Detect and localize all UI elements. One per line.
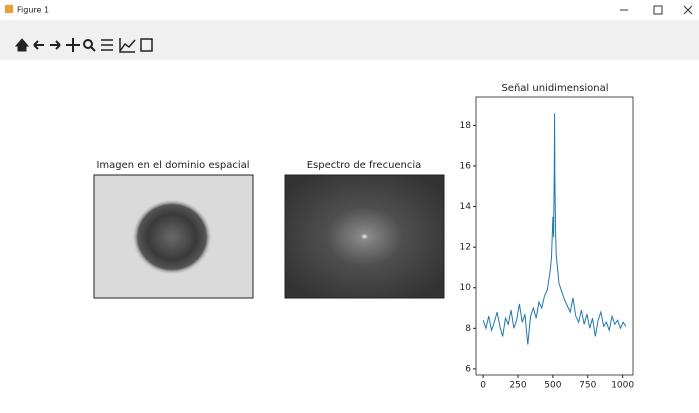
window-title: Figure 1 bbox=[17, 6, 49, 15]
y-tick-label: 12 bbox=[460, 243, 471, 253]
title-bar bbox=[0, 0, 699, 20]
y-tick-label: 10 bbox=[460, 283, 472, 293]
x-tick-label: 750 bbox=[579, 381, 596, 391]
lesion bbox=[132, 199, 212, 275]
panel-title: Imagen en el dominio espacial bbox=[96, 160, 249, 171]
x-tick-label: 500 bbox=[544, 381, 561, 391]
x-tick-label: 250 bbox=[509, 381, 526, 391]
chart-title: Señal unidimensional bbox=[501, 83, 608, 94]
spectrum-image bbox=[285, 175, 444, 298]
panel-title: Espectro de frecuencia bbox=[307, 160, 422, 171]
x-tick-label: 1000 bbox=[611, 381, 634, 391]
y-tick-label: 18 bbox=[460, 121, 472, 131]
app-icon bbox=[5, 5, 13, 13]
y-tick-label: 8 bbox=[465, 324, 471, 334]
window: Figure 1 Imagen en el dominio espacial E… bbox=[0, 0, 699, 409]
y-tick-label: 16 bbox=[460, 161, 472, 171]
y-tick-label: 14 bbox=[460, 202, 472, 212]
x-tick-label: 0 bbox=[480, 381, 486, 391]
y-tick-label: 6 bbox=[465, 364, 471, 374]
